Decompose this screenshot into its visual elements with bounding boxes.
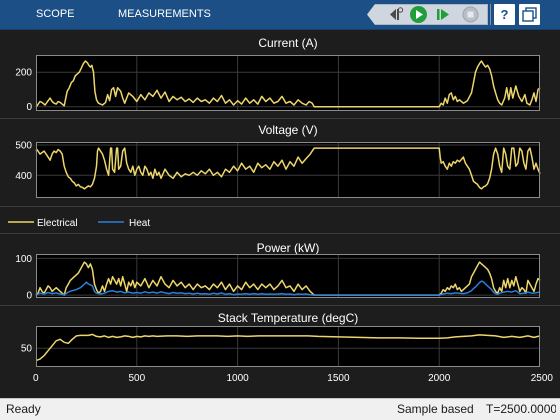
x-tick-label: 2500 bbox=[531, 373, 554, 384]
current-y-tick-label: 0 bbox=[26, 102, 32, 113]
tab-measurements[interactable]: MEASUREMENTS bbox=[118, 8, 211, 20]
x-tick-label: 1000 bbox=[226, 373, 249, 384]
power-y-tick-label: 0 bbox=[26, 291, 32, 302]
tab-scope[interactable]: SCOPE bbox=[36, 8, 75, 20]
toolstrip: SCOPE MEASUREMENTS ? bbox=[0, 0, 560, 30]
stack-temperature-plot-title: Stack Temperature (degC) bbox=[218, 311, 359, 325]
step-forward-icon[interactable] bbox=[434, 5, 453, 24]
run-icon[interactable] bbox=[409, 5, 428, 24]
power-plot-title: Power (kW) bbox=[257, 241, 320, 255]
status-sample-mode: Sample based bbox=[397, 402, 474, 416]
heat-series-line bbox=[35, 280, 541, 296]
status-ready: Ready bbox=[6, 402, 41, 416]
voltage-plot-border bbox=[36, 142, 540, 198]
legend-label-heat: Heat bbox=[129, 218, 150, 229]
power-plot-area bbox=[36, 254, 540, 298]
help-icon[interactable]: ? bbox=[495, 5, 514, 24]
voltage-series-line bbox=[35, 147, 541, 190]
x-tick-label: 0 bbox=[33, 373, 39, 384]
legend-label-electrical: Electrical bbox=[37, 218, 78, 229]
toolbar-separator bbox=[490, 4, 491, 25]
x-tick-label: 500 bbox=[128, 373, 145, 384]
current-y-tick-label: 200 bbox=[15, 68, 32, 79]
electrical-series-line bbox=[35, 261, 541, 296]
current-series-line bbox=[35, 60, 541, 108]
x-tick-label: 1500 bbox=[327, 373, 350, 384]
voltage-y-tick-label: 400 bbox=[15, 171, 32, 182]
power-plot-border bbox=[36, 254, 540, 298]
expand-icon[interactable] bbox=[520, 5, 539, 24]
stack-temperature-series-line bbox=[35, 333, 541, 362]
scope-plots: Electrical Heat Current (A) 0 200 Voltage (V)… bbox=[0, 30, 560, 398]
voltage-plot-title: Voltage (V) bbox=[258, 123, 317, 137]
stack-temperature-plot-border bbox=[36, 326, 540, 367]
stack-temperature-y-tick-label: 50 bbox=[21, 344, 33, 355]
x-tick-label: 2000 bbox=[428, 373, 451, 384]
current-plot-title: Current (A) bbox=[258, 36, 317, 50]
status-time: T=2500.0000 bbox=[486, 402, 556, 416]
stack-temperature-plot-area bbox=[36, 326, 540, 367]
voltage-plot-area bbox=[36, 142, 540, 198]
power-y-tick-label: 100 bbox=[15, 254, 32, 265]
stop-icon[interactable] bbox=[461, 5, 480, 24]
svg-text:?: ? bbox=[501, 7, 509, 22]
current-plot-border bbox=[36, 55, 540, 111]
status-bar: Ready Sample based T=2500.0000 bbox=[0, 398, 560, 420]
step-back-icon[interactable] bbox=[386, 5, 405, 24]
help-button[interactable] bbox=[494, 4, 515, 25]
voltage-y-tick-label: 500 bbox=[15, 141, 32, 152]
